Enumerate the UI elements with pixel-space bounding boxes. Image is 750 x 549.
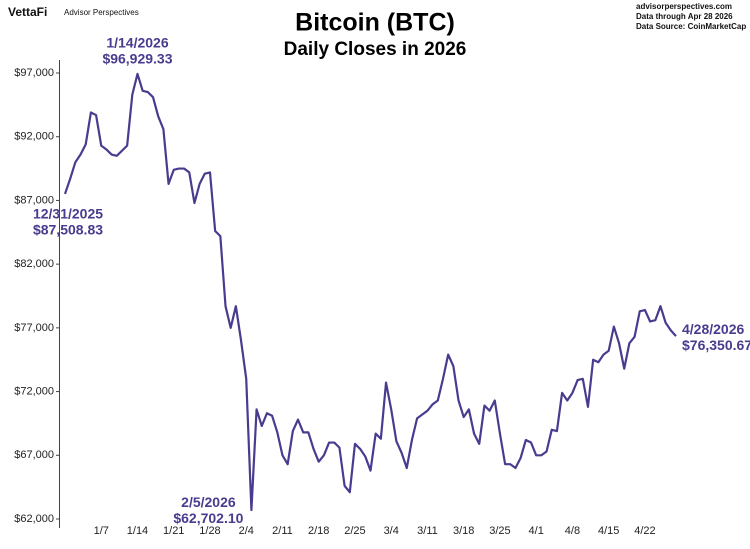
source-line: advisorperspectives.com bbox=[636, 2, 732, 11]
x-tick-label: 4/22 bbox=[634, 525, 655, 537]
x-tick-label: 3/18 bbox=[453, 525, 474, 537]
x-tick-label: 2/4 bbox=[239, 525, 254, 537]
y-tick-label: $92,000 bbox=[14, 131, 54, 143]
x-tick-label: 4/15 bbox=[598, 525, 619, 537]
x-tick-label: 2/25 bbox=[344, 525, 365, 537]
annotation-date: 1/14/2026 bbox=[106, 35, 168, 51]
x-tick-label: 1/28 bbox=[199, 525, 220, 537]
x-tick-label: 4/1 bbox=[529, 525, 544, 537]
x-tick-label: 3/4 bbox=[384, 525, 399, 537]
y-tick-label: $72,000 bbox=[14, 385, 54, 397]
chart-title: Bitcoin (BTC) bbox=[295, 9, 455, 37]
y-tick-label: $97,000 bbox=[14, 67, 54, 79]
y-tick-label: $67,000 bbox=[14, 449, 54, 461]
source-line: Data Source: CoinMarketCap bbox=[636, 22, 746, 31]
x-tick-label: 1/7 bbox=[94, 525, 109, 537]
price-line bbox=[63, 72, 677, 512]
y-tick-label: $62,000 bbox=[14, 513, 54, 525]
annotation-date: 2/5/2026 bbox=[181, 494, 236, 510]
y-tick-label: $77,000 bbox=[14, 322, 54, 334]
y-tick-label: $87,000 bbox=[14, 194, 54, 206]
value-label: $87,508.83 bbox=[33, 222, 103, 238]
x-tick-label: 3/25 bbox=[489, 525, 510, 537]
x-tick-label: 1/14 bbox=[127, 525, 148, 537]
x-tick-label: 2/18 bbox=[308, 525, 329, 537]
x-tick-label: 1/21 bbox=[163, 525, 184, 537]
chart-subtitle: Daily Closes in 2026 bbox=[284, 39, 467, 60]
brand-sub: Advisor Perspectives bbox=[64, 8, 139, 17]
x-tick-label: 2/11 bbox=[272, 525, 293, 537]
y-tick-label: $82,000 bbox=[14, 258, 54, 270]
x-tick-label: 4/8 bbox=[565, 525, 580, 537]
x-tick-label: 3/11 bbox=[417, 525, 438, 537]
brand: VettaFi bbox=[8, 5, 47, 19]
annotation-date: 4/28/2026 bbox=[682, 321, 744, 337]
value-label: $96,929.33 bbox=[102, 51, 172, 67]
value-label: $76,350.67 bbox=[682, 337, 750, 353]
source-line: Data through Apr 28 2026 bbox=[636, 12, 733, 21]
annotation-date: 12/31/2025 bbox=[33, 206, 103, 222]
value-label: $62,702.10 bbox=[173, 510, 243, 526]
